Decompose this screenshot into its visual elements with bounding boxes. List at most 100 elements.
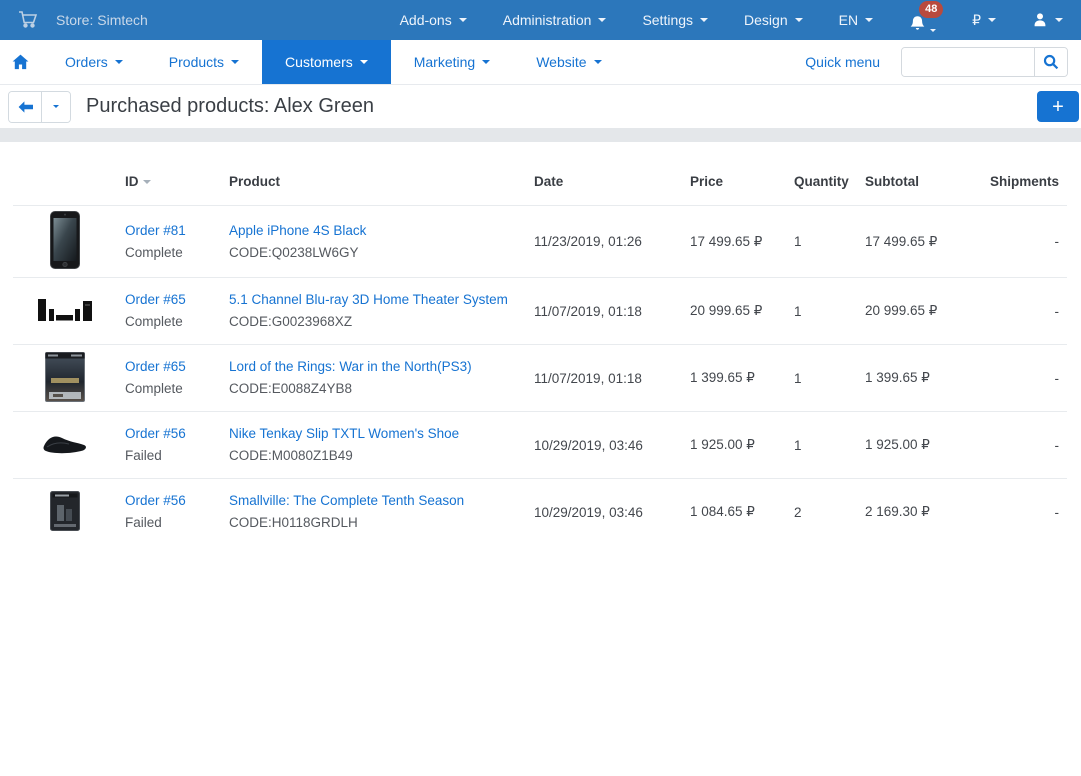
notifications-button[interactable]: 48 [909, 9, 936, 32]
order-date: 11/07/2019, 01:18 [534, 345, 690, 412]
product-thumbnail-smallville-dvd [50, 519, 80, 534]
sort-descending-icon [143, 180, 151, 184]
store-selector[interactable]: Store: Simtech [56, 12, 148, 28]
top-admin-bar: Store: Simtech Add-ons Administration Se… [0, 0, 1081, 40]
product-code: CODE:Q0238LW6GY [229, 244, 526, 262]
table-row: Order #56 Failed Smallville: The Complet… [13, 479, 1067, 546]
user-icon [1032, 12, 1048, 28]
nav-item-website[interactable]: Website [513, 40, 624, 84]
product-thumbnail-nike-shoe [41, 443, 89, 458]
column-product: Product [229, 160, 534, 206]
table-row: Order #65 Complete 5.1 Channel Blu-ray 3… [13, 278, 1067, 345]
language-selector[interactable]: EN [839, 12, 873, 28]
product-code: CODE:H0118GRDLH [229, 514, 526, 532]
home-button[interactable] [0, 40, 42, 84]
chevron-down-icon [231, 60, 239, 64]
chevron-down-icon [1055, 18, 1063, 22]
product-quantity: 2 [794, 479, 865, 546]
add-button[interactable]: + [1037, 91, 1079, 122]
chevron-down-icon [482, 60, 490, 64]
user-account-menu[interactable] [1032, 12, 1063, 28]
order-date: 10/29/2019, 03:46 [534, 412, 690, 479]
back-button[interactable] [9, 92, 41, 122]
order-link[interactable]: Order #56 [125, 426, 186, 441]
menu-design[interactable]: Design [744, 12, 803, 28]
product-code: CODE:E0088Z4YB8 [229, 380, 526, 398]
shipments-value: - [989, 278, 1067, 345]
order-status: Complete [125, 244, 221, 262]
chevron-down-icon [360, 60, 368, 64]
home-icon [12, 54, 29, 70]
back-history-dropdown[interactable] [41, 92, 70, 122]
cart-icon[interactable] [18, 10, 37, 31]
product-link[interactable]: Lord of the Rings: War in the North(PS3) [229, 359, 472, 374]
shipments-value: - [989, 412, 1067, 479]
product-link[interactable]: 5.1 Channel Blu-ray 3D Home Theater Syst… [229, 292, 508, 307]
chevron-down-icon [988, 18, 996, 22]
product-price: 17 499.65 ₽ [690, 206, 794, 278]
search-button[interactable] [1034, 48, 1067, 76]
order-status: Failed [125, 447, 221, 465]
product-quantity: 1 [794, 278, 865, 345]
product-quantity: 1 [794, 206, 865, 278]
product-subtotal: 2 169.30 ₽ [865, 479, 989, 546]
product-price: 1 399.65 ₽ [690, 345, 794, 412]
product-quantity: 1 [794, 412, 865, 479]
product-subtotal: 1 925.00 ₽ [865, 412, 989, 479]
shipments-value: - [989, 206, 1067, 278]
column-shipments: Shipments [989, 160, 1067, 206]
menu-administration[interactable]: Administration [503, 12, 607, 28]
column-price: Price [690, 160, 794, 206]
search-icon [1043, 54, 1059, 70]
order-link[interactable]: Order #65 [125, 359, 186, 374]
order-status: Complete [125, 380, 221, 398]
order-status: Failed [125, 514, 221, 532]
chevron-down-icon [598, 18, 606, 22]
chevron-down-icon [53, 105, 59, 108]
page-title: Purchased products: Alex Green [86, 95, 374, 118]
currency-selector[interactable]: ₽ [972, 12, 996, 29]
order-date: 11/07/2019, 01:18 [534, 278, 690, 345]
chevron-down-icon [865, 18, 873, 22]
nav-item-orders[interactable]: Orders [42, 40, 146, 84]
order-date: 11/23/2019, 01:26 [534, 206, 690, 278]
order-link[interactable]: Order #65 [125, 292, 186, 307]
product-link[interactable]: Nike Tenkay Slip TXTL Women's Shoe [229, 426, 459, 441]
currency-symbol: ₽ [972, 12, 981, 29]
product-code: CODE:G0023968XZ [229, 313, 526, 331]
table-row: Order #56 Failed Nike Tenkay Slip TXTL W… [13, 412, 1067, 479]
shipments-value: - [989, 345, 1067, 412]
column-id[interactable]: ID [125, 160, 229, 206]
menu-settings[interactable]: Settings [642, 12, 708, 28]
chevron-down-icon [594, 60, 602, 64]
product-subtotal: 1 399.65 ₽ [865, 345, 989, 412]
chevron-down-icon [115, 60, 123, 64]
nav-item-marketing[interactable]: Marketing [391, 40, 513, 84]
chevron-down-icon [700, 18, 708, 22]
search-input[interactable] [902, 48, 1034, 76]
page-header: Purchased products: Alex Green + [0, 85, 1081, 128]
nav-item-products[interactable]: Products [146, 40, 262, 84]
quick-menu-link[interactable]: Quick menu [805, 54, 880, 70]
shipments-value: - [989, 479, 1067, 546]
search-box [901, 47, 1068, 77]
table-row: Order #65 Complete Lord of the Rings: Wa… [13, 345, 1067, 412]
product-link[interactable]: Apple iPhone 4S Black [229, 223, 366, 238]
menu-addons[interactable]: Add-ons [400, 12, 467, 28]
product-price: 1 925.00 ₽ [690, 412, 794, 479]
order-link[interactable]: Order #56 [125, 493, 186, 508]
column-date: Date [534, 160, 690, 206]
notification-count-badge: 48 [919, 1, 943, 18]
order-link[interactable]: Order #81 [125, 223, 186, 238]
arrow-left-icon [18, 101, 33, 113]
purchased-products-panel: ID Product Date Price Quantity Subtotal … [0, 142, 1081, 546]
product-link[interactable]: Smallville: The Complete Tenth Season [229, 493, 464, 508]
product-code: CODE:M0080Z1B49 [229, 447, 526, 465]
product-price: 1 084.65 ₽ [690, 479, 794, 546]
table-header-row: ID Product Date Price Quantity Subtotal … [13, 160, 1067, 206]
nav-item-customers[interactable]: Customers [262, 40, 391, 84]
column-image [13, 160, 125, 206]
product-thumbnail-lotr-game-box [45, 390, 85, 405]
product-subtotal: 20 999.65 ₽ [865, 278, 989, 345]
purchased-products-table: ID Product Date Price Quantity Subtotal … [13, 160, 1067, 546]
